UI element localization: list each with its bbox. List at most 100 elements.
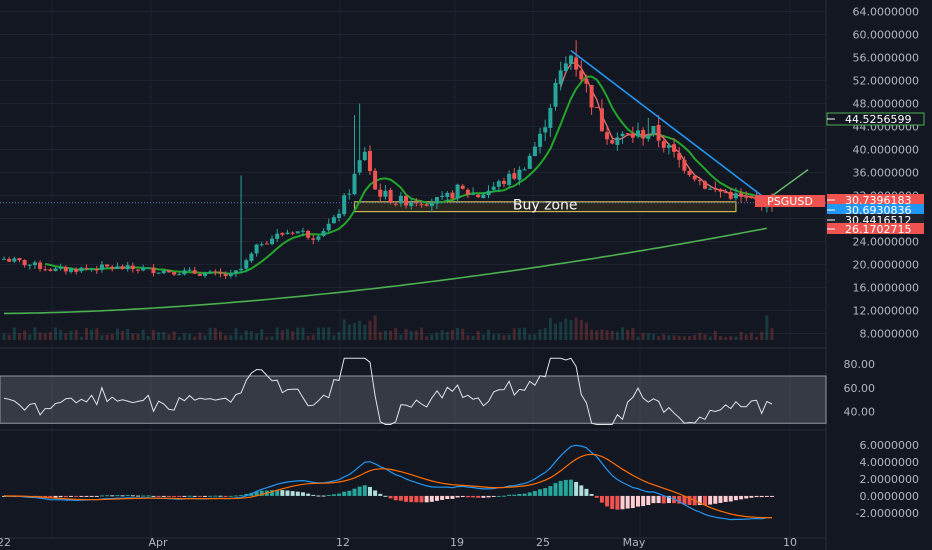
volume-bar bbox=[301, 327, 305, 340]
volume-bar bbox=[430, 334, 434, 340]
volume-bar bbox=[285, 328, 289, 340]
volume-bar bbox=[466, 335, 470, 340]
candle-body bbox=[440, 195, 445, 197]
macd-histogram-bar bbox=[233, 495, 238, 497]
macd-histogram-bar bbox=[471, 495, 476, 498]
volume-bar bbox=[358, 320, 362, 340]
candle-body bbox=[300, 230, 305, 232]
time-tick-label: May bbox=[623, 536, 646, 549]
volume-bar bbox=[533, 334, 537, 340]
macd-histogram-bar bbox=[213, 495, 218, 497]
volume-bar bbox=[718, 335, 722, 340]
volume-bar bbox=[151, 329, 155, 340]
candle-body bbox=[708, 188, 713, 190]
volume-bar bbox=[352, 323, 356, 340]
candle-body bbox=[105, 264, 110, 267]
candle-body bbox=[69, 268, 74, 272]
candle-body bbox=[270, 238, 275, 245]
macd-histogram-bar bbox=[347, 490, 352, 496]
volume-bar bbox=[749, 332, 753, 340]
buy-zone-box[interactable]: Buy zone bbox=[353, 198, 737, 214]
trend-lines[interactable] bbox=[0, 49, 826, 204]
volume-bar bbox=[59, 329, 63, 340]
volume-bar bbox=[414, 330, 418, 340]
candle-body bbox=[192, 270, 197, 274]
candle-body bbox=[244, 260, 249, 269]
candle-body bbox=[718, 189, 723, 192]
macd-histogram-bar bbox=[130, 495, 135, 497]
macd-histogram-bar bbox=[259, 490, 264, 496]
candle-body bbox=[2, 258, 6, 260]
macd-histogram-bar bbox=[337, 493, 342, 496]
volume-bar bbox=[409, 331, 413, 340]
candle-body bbox=[615, 137, 620, 145]
volume-bar bbox=[244, 330, 248, 340]
volume-bars bbox=[2, 315, 774, 340]
volume-bar bbox=[131, 333, 135, 340]
macd-histogram-bar bbox=[450, 495, 455, 499]
volume-bar bbox=[95, 328, 99, 340]
macd-histogram-bar bbox=[527, 492, 532, 496]
candle-body bbox=[388, 189, 393, 203]
macd-histogram-bar bbox=[254, 491, 259, 496]
volume-bar bbox=[327, 327, 331, 340]
candle-body bbox=[481, 194, 486, 198]
volume-bar bbox=[146, 335, 150, 340]
volume-bar bbox=[311, 334, 315, 340]
volume-bar bbox=[291, 331, 295, 340]
macd-histogram-bar bbox=[584, 488, 589, 496]
volume-bar bbox=[265, 336, 269, 340]
macd-histogram-bar bbox=[764, 495, 769, 497]
rsi-panel bbox=[0, 357, 827, 425]
candle-body bbox=[254, 244, 259, 254]
candle-body bbox=[749, 195, 754, 199]
macd-histogram-bar bbox=[476, 495, 481, 498]
price-tick-label: 16.0000000 bbox=[853, 282, 919, 295]
macd-histogram-bar bbox=[610, 495, 615, 510]
macd-histogram-bar bbox=[496, 495, 501, 497]
volume-bar bbox=[579, 320, 583, 340]
candle-body bbox=[342, 195, 347, 215]
volume-bar bbox=[255, 333, 259, 340]
candle-body bbox=[187, 269, 192, 271]
candle-body bbox=[419, 204, 424, 206]
price-tick-label: 60.0000000 bbox=[853, 29, 919, 42]
volume-bar bbox=[2, 333, 6, 340]
macd-histogram-bar bbox=[759, 495, 764, 498]
macd-histogram-bar bbox=[244, 494, 249, 496]
volume-bar bbox=[193, 336, 197, 340]
candle-body bbox=[512, 173, 517, 179]
volume-bar bbox=[322, 327, 326, 340]
rsi-line bbox=[3, 357, 773, 425]
volume-bar bbox=[641, 332, 645, 340]
candle-body bbox=[723, 192, 728, 194]
volume-bar bbox=[23, 330, 27, 340]
candle-body bbox=[213, 271, 218, 273]
volume-bar bbox=[363, 324, 367, 340]
candle-body bbox=[527, 155, 532, 169]
macd-histogram-bar bbox=[331, 494, 336, 496]
macd-histogram-bar bbox=[43, 495, 48, 498]
macd-histogram-bar bbox=[218, 495, 223, 497]
macd-histogram-bar bbox=[187, 495, 192, 497]
macd-histogram-bar bbox=[553, 483, 558, 496]
macd-histogram-bar bbox=[687, 495, 692, 506]
volume-bar bbox=[38, 332, 42, 340]
volume-bar bbox=[249, 331, 253, 340]
volume-bar bbox=[688, 335, 692, 340]
candle-body bbox=[697, 179, 702, 181]
price-tick-label: 40.0000000 bbox=[853, 144, 919, 157]
symbol-tag-box bbox=[755, 195, 825, 207]
time-tick-label: 10 bbox=[783, 536, 797, 549]
candle-body bbox=[728, 191, 733, 199]
macd-histogram-bar bbox=[605, 495, 610, 507]
macd-histogram-bar bbox=[532, 491, 537, 496]
candle-body bbox=[228, 273, 233, 276]
candle-body bbox=[486, 190, 491, 195]
macd-histogram-bar bbox=[63, 495, 68, 498]
price-tag-label: 30.6930836 bbox=[845, 204, 911, 217]
volume-bar bbox=[734, 336, 738, 340]
macd-histogram-bar bbox=[620, 495, 625, 510]
